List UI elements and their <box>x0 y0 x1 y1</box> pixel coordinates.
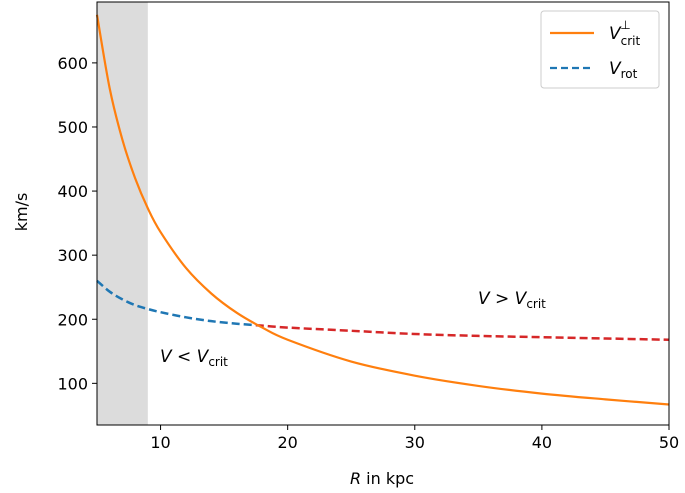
x-tick-label: 50 <box>659 433 679 452</box>
legend-label-critical: Vcrit⊥ <box>609 18 641 48</box>
y-tick-label: 100 <box>57 374 88 393</box>
x-tick-label: 30 <box>405 433 425 452</box>
rotation-curve-line-outer <box>255 323 670 342</box>
axes-frame <box>96 1 670 426</box>
y-tick-label: 600 <box>57 54 88 73</box>
y-tick-label: 400 <box>57 182 88 201</box>
x-tick-label: 10 <box>150 433 170 452</box>
legend: Vcrit⊥ Vrot <box>540 10 660 89</box>
x-axis-label: R in kpc <box>350 469 414 488</box>
y-tick-label: 500 <box>57 118 88 137</box>
legend-label-rotation: Vrot <box>609 59 638 81</box>
critical-velocity-line <box>95 14 670 406</box>
x-tick-label: 40 <box>532 433 552 452</box>
shaded-region <box>97 2 148 425</box>
x-tick-label: 20 <box>277 433 297 452</box>
annotation-below: V < Vcrit <box>160 347 228 369</box>
y-tick-label: 200 <box>57 310 88 329</box>
rotation-curve-line-inner <box>96 279 256 327</box>
plot-area <box>95 2 670 425</box>
axes: 10 20 30 40 50 100 200 300 400 500 600 <box>57 1 679 452</box>
legend-frame <box>540 10 660 89</box>
y-tick-label: 300 <box>57 246 88 265</box>
annotation-above: V > Vcrit <box>478 289 546 311</box>
y-axis-label: km/s <box>12 193 31 232</box>
